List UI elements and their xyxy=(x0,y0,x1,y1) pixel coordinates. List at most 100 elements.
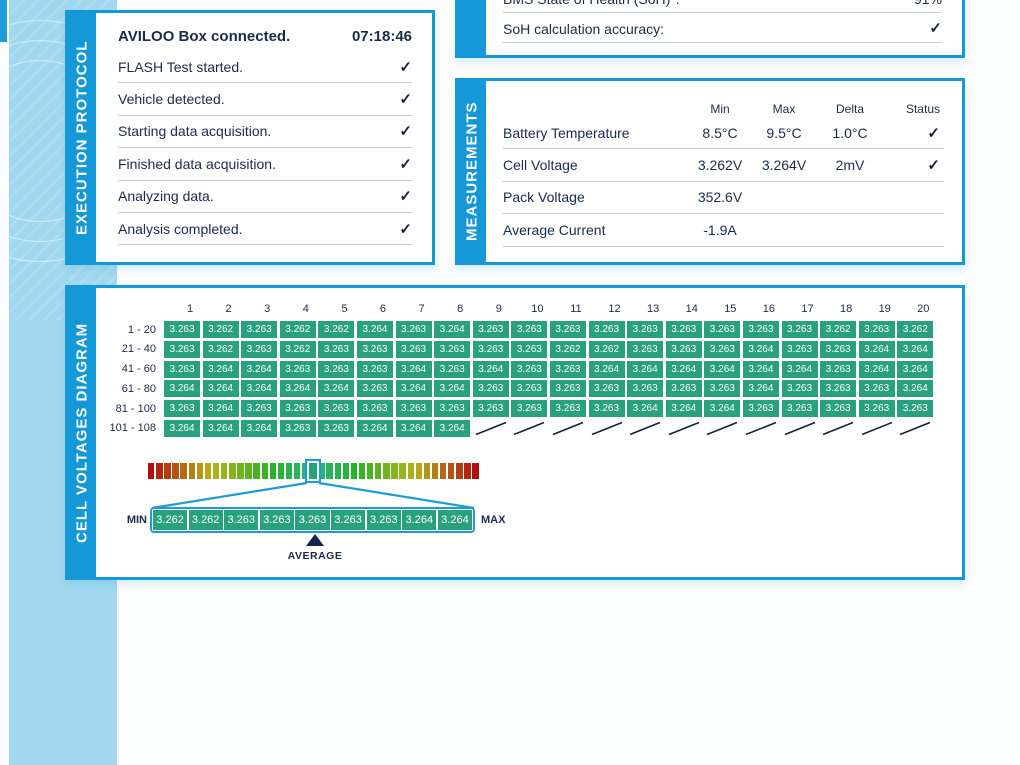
scale-segment xyxy=(464,463,471,479)
voltage-cell: 3.264 xyxy=(202,360,239,378)
grid-column-header: 1 xyxy=(186,303,194,315)
voltage-cell: 3.263 xyxy=(318,419,355,437)
scale-segment xyxy=(148,463,155,479)
voltage-cell: 3.263 xyxy=(511,400,548,418)
voltage-cell: 3.263 xyxy=(241,321,278,338)
grid-row-label: 61 - 80 xyxy=(121,382,156,395)
exec-step-row: FLASH Test started. ✓ xyxy=(118,51,412,84)
voltage-grid-row: 61 - 80 3.264 3.264 3.264 3.264 3.264 3.263 3.2… xyxy=(68,380,962,398)
voltage-cell: 3.264 xyxy=(434,419,471,437)
measurement-name: Cell Voltage xyxy=(503,157,578,174)
grid-row-label: 41 - 60 xyxy=(121,363,156,376)
max-label: MAX xyxy=(481,514,506,526)
grid-column-header: 3 xyxy=(264,303,271,315)
check-icon: ✓ xyxy=(927,157,940,175)
scale-segment xyxy=(391,463,398,479)
scale-segment xyxy=(196,463,204,479)
scale-segment xyxy=(472,463,479,479)
zoom-voltage-cell: 3.263 xyxy=(366,510,401,530)
scale-segment xyxy=(261,463,268,479)
zoom-voltage-cell: 3.264 xyxy=(437,510,472,530)
voltage-cell: 3.263 xyxy=(279,360,316,378)
empty-cell-slash-icon xyxy=(859,420,895,437)
voltage-cell: 3.263 xyxy=(511,321,548,338)
voltage-cell: 3.264 xyxy=(627,360,664,378)
scale-segment xyxy=(415,463,423,479)
voltage-cell: 3.263 xyxy=(356,360,393,378)
voltage-cell: 3.263 xyxy=(858,380,895,398)
grid-column-header: 14 xyxy=(685,303,698,315)
empty-cell-slash-icon xyxy=(897,420,933,437)
voltage-cell: 3.263 xyxy=(164,340,200,358)
grid-row-label: 81 - 100 xyxy=(115,402,156,415)
grid-column-header: 15 xyxy=(724,303,737,315)
exec-step-row: Analysis completed. ✓ xyxy=(118,213,412,246)
execution-protocol-label: EXECUTION PROTOCOL xyxy=(68,13,96,262)
exec-step-row: Finished data acquisition. ✓ xyxy=(118,148,412,181)
col-header-min: Min xyxy=(710,102,730,116)
average-arrow-icon xyxy=(306,534,324,546)
voltage-cell: 3.264 xyxy=(588,360,625,378)
voltage-cell: 3.264 xyxy=(704,360,741,378)
voltage-cell: 3.262 xyxy=(279,321,316,338)
grid-row-cells: 3.263 3.264 3.263 3.263 3.263 3.263 3.263 3.263… xyxy=(164,400,934,418)
voltage-cell: 3.263 xyxy=(472,321,509,338)
min-label: MIN xyxy=(126,514,147,526)
voltage-cell: 3.263 xyxy=(395,321,432,338)
voltage-zoom-strip: 3.262 3.262 3.263 3.263 3.263 3.263 3.263 3.264… xyxy=(150,507,475,533)
voltage-cell: 3.264 xyxy=(202,419,239,437)
check-icon: ✓ xyxy=(399,58,412,76)
measurement-row: Pack Voltage 352.6V xyxy=(503,182,944,215)
voltage-cell: 3.264 xyxy=(395,360,432,378)
soh-row: SoH calculation accuracy: ✓ xyxy=(503,13,942,43)
scale-segment xyxy=(407,463,414,479)
scale-segment xyxy=(383,463,390,479)
check-icon: ✓ xyxy=(399,220,412,238)
grid-row-label: 101 - 108 xyxy=(109,422,156,435)
voltage-grid-column-headers: 1 2 3 4 5 6 7 8 9 10 11 12 13 14 15 16 17 18 19 20 xyxy=(172,303,962,317)
voltage-cell: 3.264 xyxy=(434,380,471,398)
voltage-cell: 3.264 xyxy=(356,419,393,437)
voltage-cell: 3.263 xyxy=(472,400,509,418)
voltage-cell: 3.263 xyxy=(318,400,355,418)
voltage-cell: 3.264 xyxy=(241,419,278,437)
voltage-cell: 3.262 xyxy=(279,340,316,358)
voltage-cell: 3.263 xyxy=(549,360,586,378)
measurement-name: Pack Voltage xyxy=(503,189,585,206)
voltage-cell: 3.263 xyxy=(164,400,200,418)
zoom-voltage-cell: 3.264 xyxy=(402,510,437,530)
empty-cell-slash-icon xyxy=(743,420,779,437)
voltage-cell: 3.263 xyxy=(742,321,779,338)
voltage-cell: 3.263 xyxy=(472,380,509,398)
grid-row-cells: 3.263 3.264 3.264 3.263 3.263 3.263 3.264 3.263… xyxy=(164,360,934,378)
voltage-cell: 3.263 xyxy=(742,400,779,418)
exec-header-text: AVILOO Box connected. xyxy=(118,27,291,45)
zoom-voltage-cell: 3.262 xyxy=(153,510,188,530)
background-corner-accent xyxy=(0,0,7,42)
scale-segment xyxy=(326,463,333,479)
exec-step-text: Starting data acquisition. xyxy=(118,123,272,140)
voltage-grid-row: 81 - 100 3.263 3.264 3.263 3.263 3.263 3.263 3.… xyxy=(68,400,962,418)
scale-segment xyxy=(342,463,350,479)
empty-cell-slash-icon xyxy=(666,420,702,437)
voltage-cell: 3.263 xyxy=(279,400,316,418)
grid-column-header: 7 xyxy=(418,303,425,315)
grid-column-header: 17 xyxy=(801,303,814,315)
scale-segment xyxy=(285,463,293,479)
empty-cell-slash-icon xyxy=(627,420,663,437)
voltage-cell: 3.264 xyxy=(742,360,779,378)
scale-segment xyxy=(269,463,277,479)
soh-row: BMS State of Health (SoH)*: 91% xyxy=(503,0,942,13)
grid-column-header: 5 xyxy=(341,303,348,315)
check-icon: ✓ xyxy=(399,155,412,173)
exec-header-row: AVILOO Box connected. 07:18:46 xyxy=(118,21,412,51)
voltage-cell: 3.264 xyxy=(279,380,316,398)
voltage-cell: 3.263 xyxy=(434,400,471,418)
measurements-rows: Battery Temperature 8.5°C 9.5°C 1.0°C ✓ Cell … xyxy=(503,117,944,247)
scale-segment xyxy=(350,463,358,479)
voltage-cell: 3.264 xyxy=(627,400,664,418)
voltage-cell: 3.263 xyxy=(781,400,818,418)
empty-cell-slash-icon xyxy=(782,420,818,437)
scale-segment xyxy=(212,463,220,479)
execution-protocol-content: AVILOO Box connected. 07:18:46 FLASH Tes… xyxy=(102,13,432,246)
